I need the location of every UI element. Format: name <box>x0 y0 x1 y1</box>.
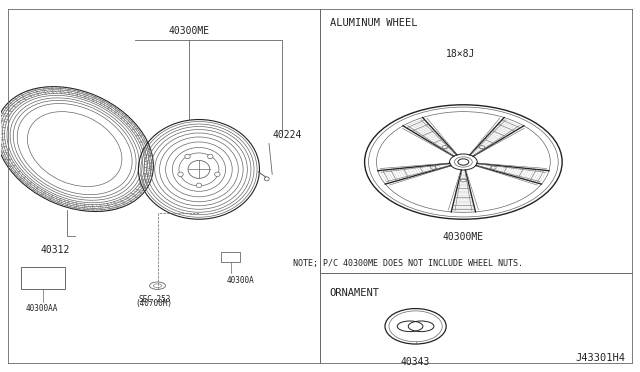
Ellipse shape <box>178 172 183 177</box>
Ellipse shape <box>264 177 269 181</box>
Text: ALUMINUM WHEEL: ALUMINUM WHEEL <box>330 18 417 28</box>
Text: 40300A: 40300A <box>227 276 254 285</box>
Circle shape <box>479 145 484 149</box>
Ellipse shape <box>28 112 122 186</box>
Text: (40700M): (40700M) <box>136 299 173 308</box>
Bar <box>20 267 65 289</box>
Text: 18×8J: 18×8J <box>445 49 475 59</box>
Ellipse shape <box>196 183 202 187</box>
Circle shape <box>442 145 447 149</box>
Text: 40300ME: 40300ME <box>443 232 484 242</box>
Circle shape <box>431 166 436 169</box>
Ellipse shape <box>185 154 190 159</box>
Text: ORNAMENT: ORNAMENT <box>330 288 380 298</box>
Bar <box>221 253 241 262</box>
Text: 40300AA: 40300AA <box>26 304 58 313</box>
Ellipse shape <box>214 172 220 177</box>
Text: 40300ME: 40300ME <box>169 26 210 36</box>
Text: 40312: 40312 <box>41 245 70 255</box>
Circle shape <box>458 159 469 165</box>
Ellipse shape <box>207 154 213 159</box>
Text: NOTE; P/C 40300ME DOES NOT INCLUDE WHEEL NUTS.: NOTE; P/C 40300ME DOES NOT INCLUDE WHEEL… <box>293 259 523 268</box>
Circle shape <box>461 179 466 182</box>
Text: 40224: 40224 <box>272 130 301 140</box>
Circle shape <box>491 166 496 169</box>
Text: J43301H4: J43301H4 <box>576 353 626 363</box>
Text: 40343: 40343 <box>401 357 430 366</box>
Text: SEC.253: SEC.253 <box>138 295 170 304</box>
Ellipse shape <box>188 160 210 178</box>
